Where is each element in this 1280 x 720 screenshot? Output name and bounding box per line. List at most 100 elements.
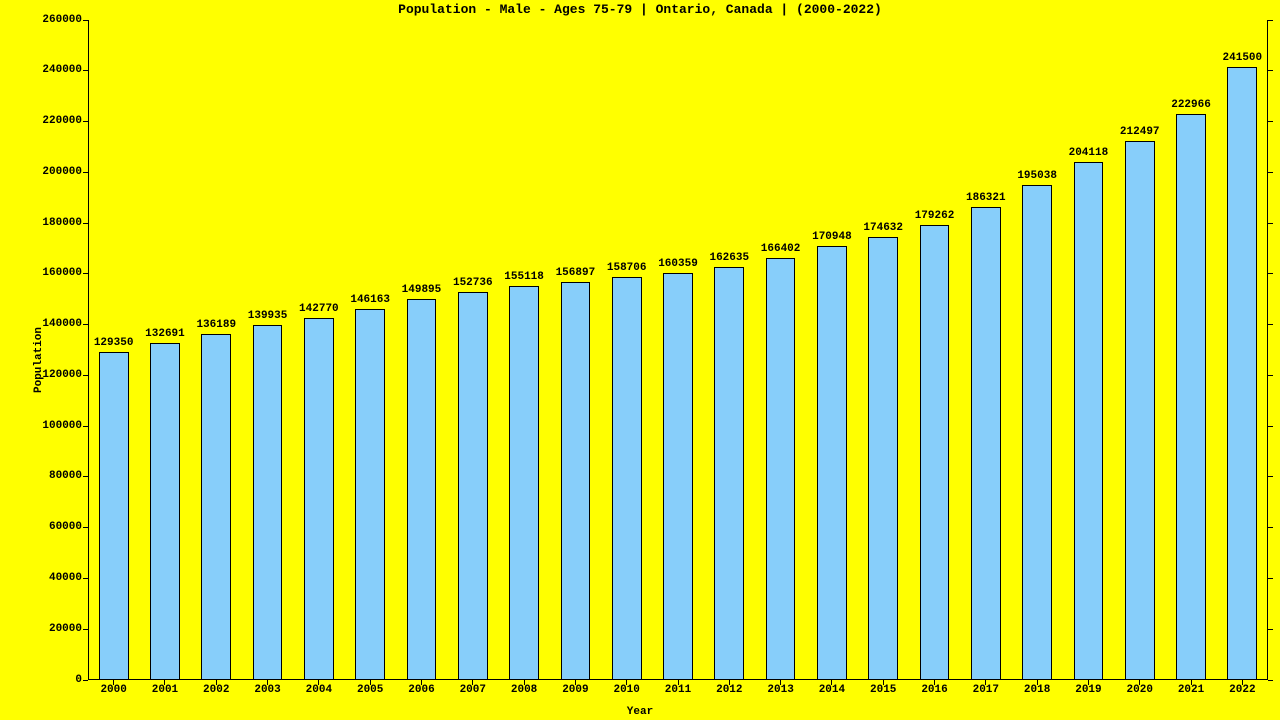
- y-tick-label: 20000: [22, 623, 82, 635]
- x-tick-label: 2011: [653, 684, 703, 696]
- y-tick-mark: [83, 223, 88, 224]
- x-tick-label: 2005: [345, 684, 395, 696]
- y-tick-mark: [1268, 324, 1273, 325]
- y-tick-mark: [83, 121, 88, 122]
- y-tick-label: 240000: [22, 64, 82, 76]
- y-tick-mark: [83, 426, 88, 427]
- y-tick-mark: [83, 324, 88, 325]
- x-tick-label: 2006: [396, 684, 446, 696]
- y-axis-label: Population: [33, 327, 45, 393]
- y-tick-label: 180000: [22, 217, 82, 229]
- bar: [304, 318, 334, 680]
- bar: [714, 267, 744, 680]
- x-tick-label: 2016: [910, 684, 960, 696]
- y-tick-mark: [83, 578, 88, 579]
- x-tick-label: 2013: [756, 684, 806, 696]
- y-tick-mark: [83, 629, 88, 630]
- x-tick-label: 2008: [499, 684, 549, 696]
- bar-value-label: 204118: [1058, 147, 1118, 159]
- bar: [971, 207, 1001, 680]
- bar: [766, 258, 796, 680]
- x-tick-label: 2010: [602, 684, 652, 696]
- bar-value-label: 166402: [751, 243, 811, 255]
- y-tick-label: 80000: [22, 470, 82, 482]
- x-tick-label: 2012: [704, 684, 754, 696]
- bar-value-label: 222966: [1161, 99, 1221, 111]
- bar: [99, 352, 129, 680]
- x-tick-label: 2018: [1012, 684, 1062, 696]
- bar-value-label: 195038: [1007, 170, 1067, 182]
- bar: [1227, 67, 1257, 680]
- y-tick-label: 60000: [22, 521, 82, 533]
- y-tick-mark: [1268, 426, 1273, 427]
- y-tick-mark: [1268, 629, 1273, 630]
- y-tick-mark: [1268, 20, 1273, 21]
- bar: [509, 286, 539, 680]
- y-tick-mark: [83, 273, 88, 274]
- x-tick-label: 2015: [858, 684, 908, 696]
- bar: [1022, 185, 1052, 680]
- y-tick-label: 100000: [22, 420, 82, 432]
- y-tick-mark: [83, 527, 88, 528]
- y-tick-label: 40000: [22, 572, 82, 584]
- y-tick-mark: [83, 70, 88, 71]
- x-tick-label: 2014: [807, 684, 857, 696]
- axis-line: [88, 20, 89, 680]
- chart-title: Population - Male - Ages 75-79 | Ontario…: [0, 2, 1280, 17]
- x-tick-label: 2001: [140, 684, 190, 696]
- x-axis-label: Year: [0, 706, 1280, 718]
- y-tick-label: 260000: [22, 14, 82, 26]
- bar-value-label: 241500: [1212, 52, 1272, 64]
- bar: [920, 225, 950, 680]
- axis-line: [1267, 20, 1268, 680]
- y-tick-mark: [1268, 578, 1273, 579]
- x-tick-label: 2009: [550, 684, 600, 696]
- y-tick-mark: [1268, 375, 1273, 376]
- bar: [868, 237, 898, 680]
- bar: [1074, 162, 1104, 680]
- y-tick-mark: [83, 680, 88, 681]
- bar: [458, 292, 488, 680]
- bar: [561, 282, 591, 680]
- x-tick-label: 2017: [961, 684, 1011, 696]
- bar: [407, 299, 437, 680]
- y-tick-mark: [83, 172, 88, 173]
- y-tick-label: 0: [22, 674, 82, 686]
- x-tick-label: 2021: [1166, 684, 1216, 696]
- y-tick-label: 200000: [22, 166, 82, 178]
- x-tick-label: 2002: [191, 684, 241, 696]
- y-tick-mark: [83, 375, 88, 376]
- y-tick-mark: [1268, 476, 1273, 477]
- x-tick-label: 2020: [1115, 684, 1165, 696]
- y-tick-mark: [1268, 680, 1273, 681]
- y-tick-mark: [83, 20, 88, 21]
- bar: [355, 309, 385, 680]
- y-tick-mark: [1268, 273, 1273, 274]
- bar: [1176, 114, 1206, 680]
- x-tick-label: 2007: [448, 684, 498, 696]
- x-tick-label: 2003: [243, 684, 293, 696]
- bar: [817, 246, 847, 680]
- y-tick-mark: [1268, 527, 1273, 528]
- y-tick-mark: [1268, 172, 1273, 173]
- bar-value-label: 212497: [1110, 126, 1170, 138]
- bar-value-label: 174632: [853, 222, 913, 234]
- x-tick-label: 2022: [1217, 684, 1267, 696]
- y-tick-mark: [1268, 223, 1273, 224]
- y-tick-mark: [1268, 70, 1273, 71]
- bar: [150, 343, 180, 680]
- bar: [253, 325, 283, 680]
- bar-value-label: 179262: [905, 210, 965, 222]
- chart-root: Population - Male - Ages 75-79 | Ontario…: [0, 0, 1280, 720]
- x-tick-label: 2000: [89, 684, 139, 696]
- x-tick-label: 2019: [1063, 684, 1113, 696]
- y-tick-mark: [1268, 121, 1273, 122]
- y-tick-label: 160000: [22, 267, 82, 279]
- y-tick-mark: [83, 476, 88, 477]
- bar: [612, 277, 642, 680]
- plot-area: [88, 20, 1268, 680]
- bar: [201, 334, 231, 680]
- bar: [663, 273, 693, 680]
- bar-value-label: 186321: [956, 192, 1016, 204]
- y-tick-label: 140000: [22, 318, 82, 330]
